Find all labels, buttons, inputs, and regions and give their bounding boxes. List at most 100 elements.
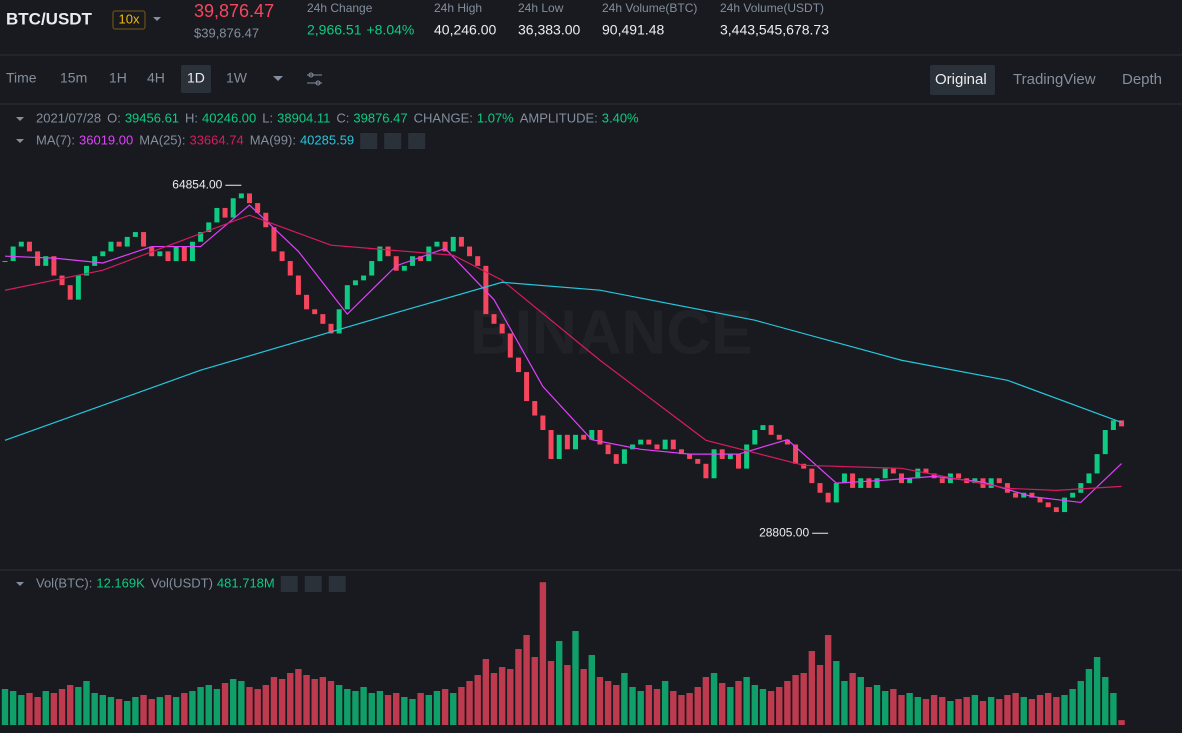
- volume-bar: [319, 677, 327, 725]
- leverage-badge[interactable]: [112, 10, 146, 30]
- volume-bar: [857, 677, 864, 725]
- legend-icon[interactable]: [408, 133, 426, 149]
- volume-bar: [800, 673, 807, 725]
- volume-bar: [181, 693, 188, 725]
- volume-bar: [393, 693, 400, 725]
- volume-bar: [686, 693, 693, 725]
- price: 39,876.47: [194, 1, 274, 21]
- candle: [67, 285, 73, 300]
- caret[interactable]: [273, 76, 283, 81]
- candle: [890, 468, 896, 474]
- legend-icon[interactable]: [280, 576, 298, 592]
- volume-bar: [474, 675, 481, 725]
- volume-bar: [523, 635, 530, 725]
- legend-label: L:: [262, 110, 273, 125]
- volume-bar: [1085, 669, 1093, 725]
- vol-value: 481.718M: [217, 575, 275, 590]
- caret[interactable]: [153, 17, 161, 21]
- candle: [646, 439, 652, 445]
- stat-label: 24h Low: [518, 1, 564, 15]
- candle: [393, 256, 399, 271]
- candle: [630, 444, 636, 450]
- volume-bar: [841, 681, 848, 725]
- volume-bar: [710, 673, 718, 725]
- candle: [10, 246, 16, 262]
- interval[interactable]: 1W: [226, 70, 248, 86]
- active-view[interactable]: [930, 65, 995, 95]
- legend-icon[interactable]: [384, 133, 402, 149]
- caret[interactable]: [16, 582, 24, 586]
- volume-bar: [759, 689, 767, 725]
- interval[interactable]: Time: [6, 70, 37, 86]
- candle: [336, 309, 342, 334]
- candle: [1119, 420, 1125, 427]
- candle: [434, 241, 440, 247]
- volume-bar: [1028, 699, 1036, 725]
- volume-bar: [1, 689, 9, 725]
- interval[interactable]: 1H: [109, 70, 127, 86]
- candle: [695, 458, 701, 464]
- candle: [410, 256, 415, 266]
- candle: [1013, 492, 1019, 498]
- leverage[interactable]: 10x: [119, 11, 140, 26]
- volume-bar: [914, 697, 921, 725]
- view-tab[interactable]: TradingView: [1013, 71, 1096, 88]
- volume-bar: [873, 685, 881, 725]
- candle: [328, 323, 334, 334]
- volume-bar: [531, 657, 538, 725]
- candle: [418, 256, 424, 262]
- volume-bar: [507, 669, 514, 725]
- volume-bar: [360, 687, 367, 725]
- candle: [75, 275, 81, 300]
- candle: [295, 275, 301, 295]
- legend-icon[interactable]: [360, 133, 378, 149]
- candle: [173, 246, 179, 262]
- volume-bar: [939, 697, 946, 725]
- volume-bar: [50, 693, 58, 725]
- candle: [222, 207, 228, 218]
- volume-bar: [824, 635, 832, 725]
- pair[interactable]: BTC/USDT: [6, 9, 93, 28]
- candle: [92, 256, 98, 266]
- caret[interactable]: [16, 139, 24, 143]
- volume-bar: [67, 685, 74, 725]
- ma-line: [4, 214, 1122, 491]
- candle: [18, 241, 24, 247]
- view-tab[interactable]: Depth: [1122, 71, 1162, 88]
- ma-value: 33664.74: [189, 132, 243, 147]
- active-tab[interactable]: [181, 65, 211, 93]
- settings-icon[interactable]: [307, 72, 322, 86]
- volume-bar: [539, 582, 547, 725]
- view-tab[interactable]: Original: [935, 71, 987, 88]
- volume-bar: [727, 687, 734, 725]
- interval[interactable]: 4H: [147, 70, 165, 86]
- interval[interactable]: 15m: [60, 70, 87, 86]
- candle: [548, 430, 554, 459]
- caret[interactable]: [16, 117, 24, 121]
- candle: [26, 241, 32, 252]
- candle: [874, 478, 880, 488]
- candle: [361, 275, 367, 281]
- legend-icon[interactable]: [304, 576, 322, 592]
- candle: [784, 439, 790, 445]
- volume-bar: [1061, 695, 1068, 725]
- candle: [882, 468, 888, 479]
- candle: [51, 256, 57, 276]
- candle: [491, 314, 497, 324]
- legend-icon[interactable]: [328, 576, 346, 592]
- candle: [899, 473, 904, 484]
- volume-bar: [246, 687, 253, 725]
- volume-bar: [653, 689, 661, 725]
- legend-value: 40246.00: [202, 110, 256, 125]
- volume-bar: [238, 681, 245, 725]
- candle: [181, 246, 187, 262]
- volume-bar: [401, 697, 408, 725]
- volume-bar: [1118, 720, 1125, 725]
- volume-bar: [849, 673, 856, 725]
- interval[interactable]: 1D: [187, 70, 205, 86]
- candle: [1078, 483, 1084, 493]
- volume-bar: [466, 681, 473, 725]
- candle: [2, 261, 8, 263]
- candle: [507, 333, 513, 358]
- volume-bar: [596, 677, 604, 725]
